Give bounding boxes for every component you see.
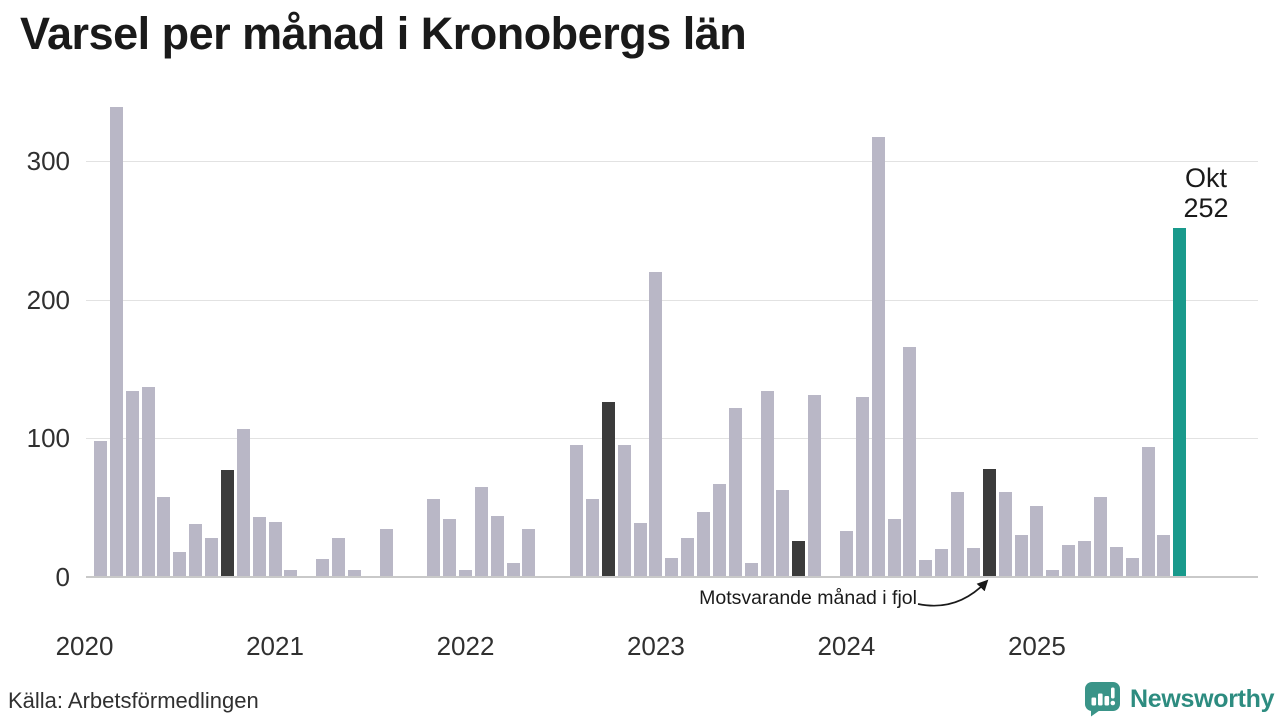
bar-2025-08 [1141,446,1155,577]
bar-2021-08 [379,528,393,577]
bar-2023-01 [649,271,663,577]
bar-2022-05 [522,528,536,577]
bar-2021-02 [284,570,298,577]
x-tick-label-2021: 2021 [246,631,304,661]
bar-2023-02 [665,557,679,577]
bar-2020-08 [189,524,203,577]
source-caption: Källa: Arbetsförmedlingen [8,688,259,713]
bar-2020-12 [252,517,266,577]
x-tick-label-2023: 2023 [626,631,685,661]
bar-2022-09 [585,499,599,577]
chart-title: Varsel per månad i Kronobergs län [20,8,747,59]
bar-2023-10 [792,540,806,577]
annotation-arrow-icon [917,579,989,607]
bar-2022-11 [617,445,631,577]
bar-2020-09 [205,538,218,577]
bar-2023-11 [808,395,822,577]
gridline-300 [86,161,1258,162]
bar-2024-01 [839,531,853,577]
bar-2021-04 [316,559,330,577]
y-tick-label-200: 200 [26,285,70,315]
bar-2023-03 [681,538,695,577]
highlight-value: 252 [1183,193,1229,223]
bar-2024-02 [855,396,869,577]
y-tick-label-0: 0 [55,562,70,592]
bar-2020-11 [236,428,250,577]
bar-2025-05 [1093,496,1107,577]
bar-2023-09 [776,489,790,577]
bar-2022-02 [474,486,488,577]
bar-2020-06 [157,496,171,577]
bar-2020-02 [93,441,107,577]
x-tick-label-2025: 2025 [1007,631,1066,661]
bar-2025-01 [1030,506,1044,577]
bar-2022-10 [601,402,615,577]
bar-2024-06 [919,560,933,577]
bar-2024-09 [966,547,980,577]
bar-2020-10 [220,470,234,577]
bar-2022-01 [459,570,472,577]
bar-2023-04 [697,511,710,577]
bar-2024-10 [982,468,996,577]
newsworthy-bubble-chart-icon [1085,682,1120,717]
bar-2023-08 [760,391,774,577]
bar-2024-05 [903,346,917,577]
bar-2023-07 [744,563,758,577]
bar-2020-05 [141,387,155,577]
x-tick-label-2024: 2024 [817,631,876,661]
bar-2024-08 [951,492,964,577]
x-tick-label-2020: 2020 [55,631,114,661]
newsworthy-logo: Newsworthy [1084,681,1275,718]
bar-2021-06 [347,570,361,577]
bar-2021-11 [427,499,441,577]
gridline-200 [86,300,1258,301]
y-tick-label-300: 300 [26,146,70,176]
bar-2022-08 [570,445,584,577]
bar-2021-12 [443,518,457,577]
bar-2024-04 [887,518,901,577]
bar-2020-03 [109,106,123,577]
bar-2023-05 [712,484,726,577]
bar-2025-09 [1157,535,1171,577]
bar-2022-03 [490,516,504,577]
bar-2025-04 [1078,540,1091,577]
newsworthy-wordmark: Newsworthy [1130,685,1275,713]
bar-2025-02 [1046,570,1060,577]
bar-2020-07 [173,552,187,577]
fjol-annotation-text: Motsvarande månad i fjol [699,587,917,609]
y-tick-label-100: 100 [26,423,70,453]
highlight-value-label: Okt 252 [1158,163,1254,223]
bar-2021-05 [332,538,345,577]
bar-2025-06 [1109,546,1123,577]
bar-2024-03 [871,137,885,577]
bar-2024-11 [998,492,1012,577]
bar-2025-07 [1125,557,1139,577]
bar-2022-04 [506,563,520,577]
bar-2022-12 [633,522,647,577]
bar-2024-12 [1014,535,1028,577]
bar-2023-06 [728,407,742,577]
bar-2020-04 [125,391,139,577]
gridline-100 [86,438,1258,439]
bar-2025-03 [1062,545,1076,577]
bar-2021-01 [268,521,282,577]
x-tick-label-2022: 2022 [436,631,495,661]
x-axis-line [86,576,1258,578]
highlight-month-label: Okt [1184,163,1227,193]
bar-2025-10 [1173,227,1187,577]
bar-2024-07 [935,549,949,577]
